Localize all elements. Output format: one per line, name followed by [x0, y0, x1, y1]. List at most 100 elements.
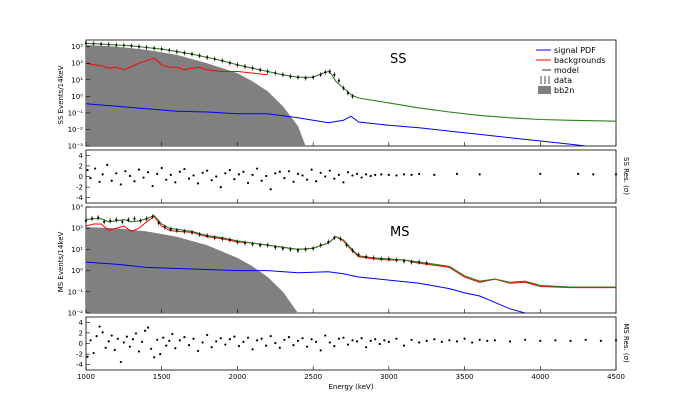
ss-ytick-label: 10⁰	[71, 93, 83, 101]
ss-res-residual-point	[260, 179, 263, 182]
ss-res-residual-point	[337, 173, 340, 177]
ms-res-residual-point	[378, 342, 381, 346]
ms-res-residual-point	[508, 340, 512, 343]
ss-res-residual-point	[169, 173, 172, 177]
ms-ytick-label: 10⁻²	[68, 310, 84, 318]
ms-data-point	[327, 240, 330, 244]
ss-ytick-label: 10⁻²	[68, 126, 84, 134]
ms-res-residual-point	[192, 337, 195, 340]
ms-res-residual-point	[187, 343, 191, 347]
ms-res-residual-point	[251, 348, 254, 351]
ss-data-point	[92, 42, 95, 45]
ms-res-residual-point	[183, 336, 186, 339]
axis-ticks-layer: 10³10²10¹10⁰10⁻¹10⁻²10⁻³420-2-410³10²10¹…	[68, 43, 625, 381]
ms-res-residual-point	[260, 337, 263, 340]
ss-res-residual-point	[380, 173, 383, 176]
ss-res-residual-point	[183, 167, 186, 171]
ms-data-point	[259, 244, 262, 247]
ms-res-ytick-label: 0	[79, 340, 83, 348]
ss-res-residual-point	[178, 170, 181, 173]
legend-data-label: data	[554, 76, 572, 85]
ms-res-residual-point	[315, 340, 318, 344]
ss-res-residual-point	[151, 184, 154, 188]
ss-res-residual-point	[246, 181, 250, 184]
ms-data-point	[213, 236, 216, 239]
ss-res-residual-point	[315, 180, 318, 183]
ms-data-point	[351, 249, 354, 252]
ss-res-residual-point	[351, 174, 354, 177]
ms-data-point	[251, 243, 254, 246]
ms-res-residual-point	[346, 343, 350, 346]
legend-bb2n-label: bb2n	[554, 86, 574, 95]
ss-res-residual-point	[86, 169, 89, 172]
xtick-label: 1500	[153, 373, 171, 381]
ss-data-point	[281, 73, 284, 76]
ms-res-residual-point	[113, 348, 116, 351]
ms-res-residual-point	[178, 339, 181, 342]
ms-residual-layer	[86, 325, 618, 364]
ss-res-residual-point	[210, 179, 213, 182]
ss-data-point	[259, 68, 262, 71]
ms-res-residual-point	[433, 338, 436, 341]
ms-res-residual-point	[256, 339, 259, 342]
ss-data-point	[168, 49, 171, 52]
ss-res-residual-point	[124, 170, 127, 173]
ss-ylabel: SS Events/14keV	[57, 65, 65, 124]
ms-res-residual-point	[614, 339, 618, 342]
ms-res-residual-point	[86, 355, 89, 358]
ms-data-point	[97, 216, 100, 219]
ss-ytick-label: 10⁻³	[68, 143, 84, 151]
ss-data-point	[274, 72, 277, 75]
ss-data-point	[206, 56, 209, 59]
ms-res-residual-point	[168, 339, 171, 342]
ss-res-residual-point	[106, 163, 109, 166]
ss-res-residual-point	[119, 183, 122, 186]
ss-res-residual-point	[328, 169, 331, 172]
ms-res-residual-point	[210, 346, 213, 349]
ms-res-residual-point	[310, 338, 313, 341]
ss-data-point	[183, 51, 186, 55]
ms-data-point	[175, 229, 178, 232]
ms-data-point	[84, 219, 88, 222]
ms-ytick-label: 10⁻¹	[68, 288, 84, 296]
ss-res-residual-point	[101, 173, 104, 176]
ms-res-residual-point	[156, 338, 159, 341]
ss-data-point	[100, 43, 103, 46]
ms-data-point	[402, 259, 406, 263]
xtick-label: 4000	[531, 373, 549, 381]
ms-res-residual-point	[554, 339, 557, 342]
ms-data-point	[169, 228, 172, 231]
xtick-label: 3500	[456, 373, 474, 381]
ms-data-point	[190, 231, 194, 234]
ss-data-point	[236, 63, 239, 66]
ss-data-point	[319, 73, 322, 76]
ms-data-point	[90, 217, 94, 220]
ss-res-residual-point	[142, 176, 145, 179]
ms-res-residual-point	[493, 339, 496, 342]
ss-ytick-label: 10²	[71, 60, 83, 68]
ms-res-residual-point	[116, 337, 119, 340]
ss-res-residual-point	[374, 173, 377, 177]
ms-data-point	[312, 247, 315, 250]
ms-res-residual-point	[165, 344, 168, 347]
ms-data-point	[109, 219, 112, 222]
ss-data-point	[137, 45, 141, 48]
ss-data-point	[213, 57, 216, 61]
xtick-label: 2500	[304, 373, 322, 381]
ss-panel-label: SS	[390, 52, 407, 67]
ms-signal-pdf-line	[85, 261, 526, 314]
ss-data-point	[243, 65, 247, 68]
ss-res-residual-point	[287, 170, 291, 173]
ss-data-point	[160, 48, 163, 51]
ss-res-residual-point	[369, 174, 372, 178]
ms-res-ytick-label: -4	[76, 361, 84, 369]
ms-data-point	[221, 237, 224, 240]
ss-res-residual-point	[333, 177, 336, 180]
ss-data-point	[122, 44, 125, 47]
ms-data-point	[133, 217, 136, 220]
ms-data-point	[115, 218, 118, 221]
ss-res-residual-point	[278, 170, 281, 173]
ss-res-residual-point	[242, 170, 245, 173]
ms-data-point	[339, 237, 342, 240]
ss-data-point	[337, 79, 340, 82]
